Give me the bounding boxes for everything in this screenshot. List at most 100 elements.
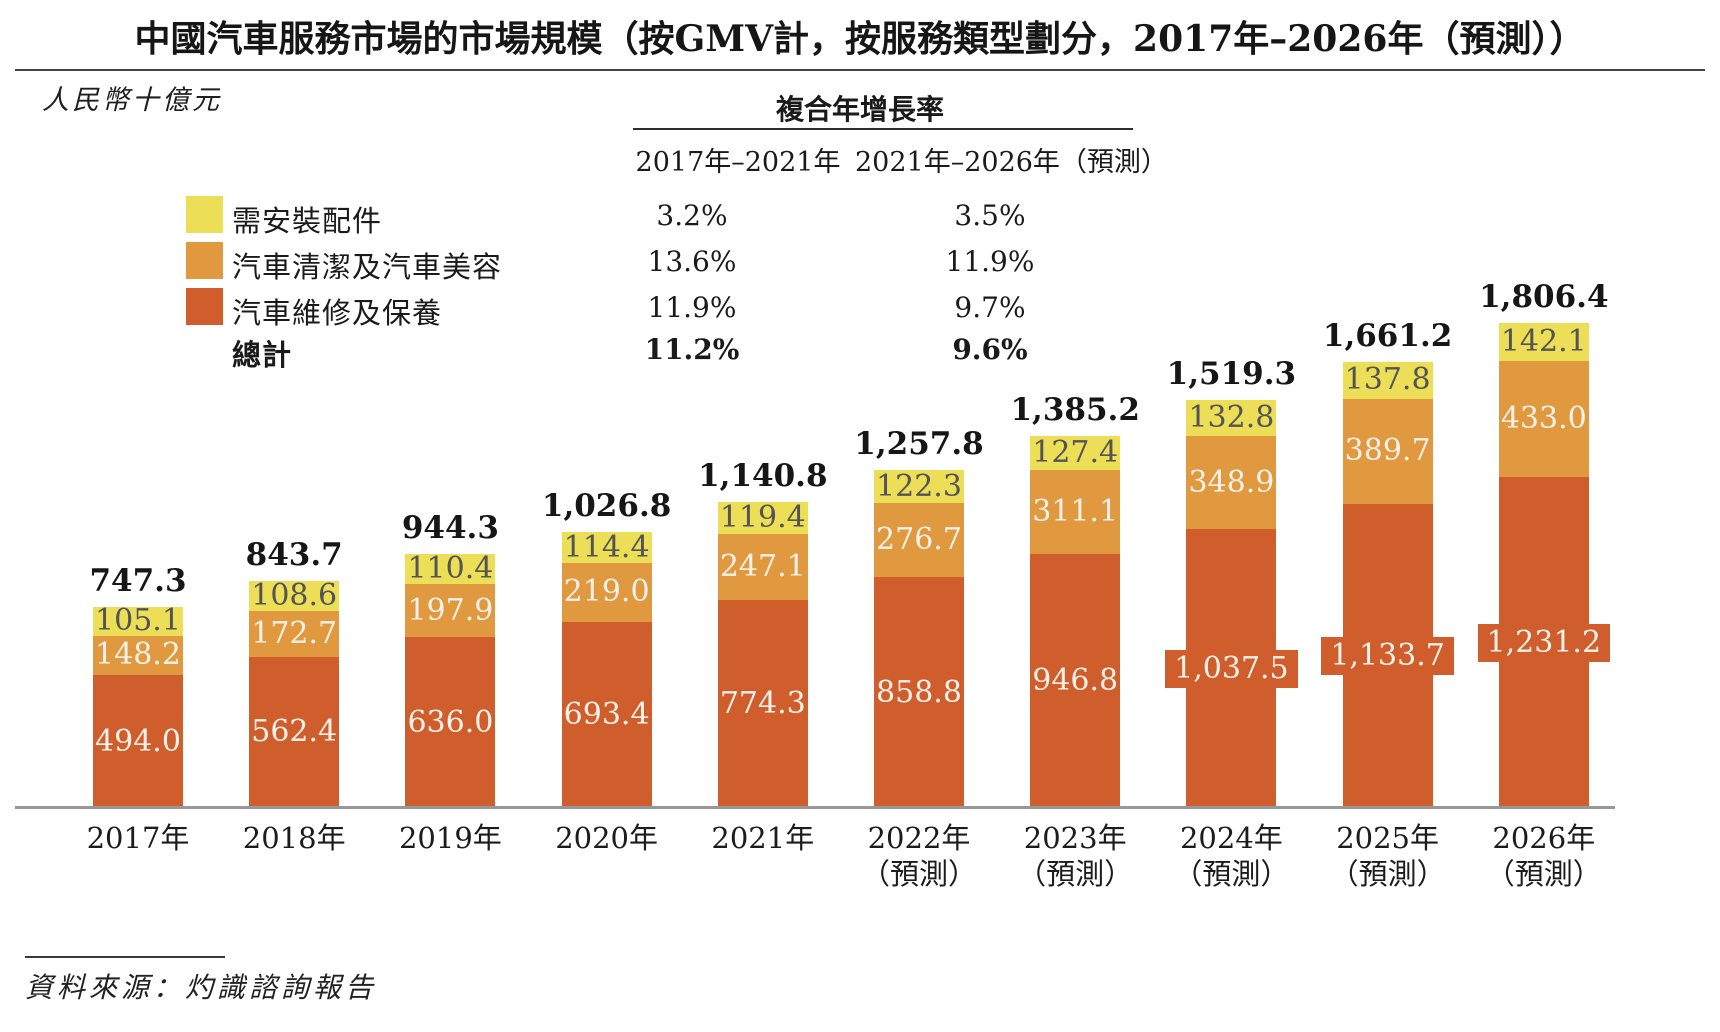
bar-segment-repair: 494.0	[93, 675, 183, 808]
x-axis-label: 2018年	[242, 821, 346, 855]
legend-row-parts: 需安裝配件 3.2% 3.5%	[0, 196, 1720, 238]
bar-total-label: 1,661.2	[1322, 317, 1453, 354]
bar-total-label: 1,385.2	[1010, 392, 1140, 429]
cagr-table-title: 複合年增長率	[775, 93, 944, 126]
source-note: 資料來源：灼識諮詢報告	[25, 971, 378, 1004]
segment-value-label: 148.2	[95, 637, 181, 673]
x-axis-label: 2021年	[711, 821, 815, 855]
bar-segment-parts: 110.4	[405, 551, 496, 587]
x-axis-line	[15, 806, 1615, 809]
segment-value-label: 219.0	[563, 574, 650, 610]
bar-total-label: 1,806.4	[1479, 279, 1609, 316]
bar-total-label: 944.3	[401, 510, 499, 547]
bar-segment-parts: 105.1	[93, 603, 183, 639]
segment-value-label: 132.8	[1188, 399, 1275, 435]
segment-value-label: 1,037.5	[1165, 649, 1298, 688]
segment-value-label: 108.6	[251, 578, 338, 614]
bar-total-label: 1,026.8	[541, 488, 672, 525]
bar-segment-parts: 119.4	[717, 501, 808, 534]
bar-segment-repair: 693.4	[561, 621, 652, 808]
bar-segment-parts: 132.8	[1186, 399, 1277, 436]
x-axis-label: 2019年	[398, 821, 502, 855]
segment-value-label: 105.1	[95, 603, 181, 639]
cagr-value-repair-2: 9.7%	[954, 291, 1026, 324]
segment-value-label: 1,133.7	[1321, 636, 1454, 675]
bar-segment-repair: 562.4	[249, 657, 340, 808]
segment-value-label: 562.4	[251, 714, 338, 750]
bar-segment-parts: 122.3	[874, 468, 964, 504]
bar-segment-repair: 858.8	[874, 577, 964, 808]
x-axis-label: 2026年 （預測）	[1485, 821, 1602, 891]
legend-label-clean: 汽車清潔及汽車美容	[232, 250, 503, 284]
segment-value-label: 494.0	[95, 723, 181, 759]
bar-total-label: 1,257.8	[854, 426, 984, 463]
cagr-value-clean-2: 11.9%	[945, 245, 1035, 278]
segment-value-label: 276.7	[876, 522, 962, 558]
bar-segment-repair: 636.0	[405, 637, 496, 808]
bar-segment-repair: 1,231.2	[1477, 477, 1611, 808]
segment-value-label: 172.7	[251, 615, 338, 651]
legend-swatch-clean	[186, 242, 223, 279]
cagr-col2-header: 2021年–2026年（預測）	[855, 147, 1168, 178]
bar-segment-repair: 946.8	[1030, 553, 1121, 808]
segment-value-label: 122.3	[876, 468, 962, 504]
bar-segment-clean: 433.0	[1498, 361, 1589, 478]
segment-value-label: 348.9	[1188, 464, 1275, 500]
bar-segment-parts: 108.6	[249, 578, 340, 614]
bar-total-label: 1,140.8	[698, 457, 828, 494]
figure-title: 中國汽車服務市場的市場規模（按GMV計，按服務類型劃分，2017年–2026年（…	[134, 18, 1586, 60]
cagr-col1-header: 2017年–2021年	[635, 147, 841, 178]
segment-value-label: 389.7	[1344, 433, 1431, 469]
bar-segment-parts: 114.4	[561, 529, 652, 565]
legend-row-clean: 汽車清潔及汽車美容 13.6% 11.9%	[0, 242, 1720, 284]
bar-segment-repair: 1,133.7	[1321, 503, 1454, 808]
x-axis-label: 2020年	[555, 821, 658, 855]
segment-value-label: 137.8	[1344, 362, 1431, 398]
x-axis-label: 2022年 （預測）	[860, 821, 977, 891]
segment-value-label: 946.8	[1032, 662, 1119, 698]
bar-segment-clean: 247.1	[717, 533, 808, 601]
segment-value-label: 311.1	[1032, 494, 1119, 530]
title-rule	[15, 69, 1705, 71]
cagr-value-repair-1: 11.9%	[647, 291, 737, 324]
bar-total-label: 843.7	[245, 537, 343, 574]
bar-segment-clean: 389.7	[1342, 398, 1433, 504]
x-axis-label: 2023年 （預測）	[1017, 821, 1134, 891]
legend-row-total: 總計 11.2% 9.6%	[0, 330, 1720, 372]
segment-value-label: 197.9	[407, 592, 494, 628]
segment-value-label: 693.4	[563, 696, 650, 732]
bar-segment-clean: 197.9	[405, 584, 496, 638]
bar-total-label: 747.3	[89, 563, 187, 600]
bar-segment-parts: 142.1	[1498, 323, 1589, 362]
cagr-value-parts-1: 3.2%	[656, 199, 728, 232]
legend-swatch-parts	[186, 196, 223, 233]
legend-label-repair: 汽車維修及保養	[232, 296, 443, 330]
segment-value-label: 433.0	[1500, 401, 1587, 437]
cagr-value-clean-1: 13.6%	[647, 245, 737, 278]
bar-segment-clean: 219.0	[561, 563, 652, 622]
segment-value-label: 142.1	[1500, 324, 1587, 360]
bar-segment-clean: 276.7	[874, 503, 964, 578]
bar-segment-clean: 148.2	[93, 635, 183, 676]
segment-value-label: 1,231.2	[1477, 623, 1611, 662]
segment-value-label: 636.0	[407, 704, 494, 740]
segment-value-label: 774.3	[719, 686, 806, 722]
cagr-value-total-1: 11.2%	[644, 333, 740, 366]
bar-segment-repair: 774.3	[717, 600, 808, 808]
bar-segment-clean: 311.1	[1030, 470, 1121, 554]
unit-label: 人民幣十億元	[42, 85, 222, 116]
legend-label-parts: 需安裝配件	[232, 204, 383, 238]
segment-value-label: 858.8	[876, 674, 962, 710]
bar-segment-clean: 172.7	[249, 610, 340, 657]
bar-segment-clean: 348.9	[1186, 435, 1277, 530]
segment-value-label: 114.4	[563, 529, 650, 565]
cagr-value-total-2: 9.6%	[952, 333, 1028, 366]
x-axis-label: 2024年 （預測）	[1173, 821, 1290, 891]
bar-segment-parts: 137.8	[1342, 361, 1433, 399]
bar-total-label: 1,519.3	[1166, 356, 1297, 393]
source-rule	[25, 956, 225, 958]
cagr-table-rule	[633, 128, 1133, 130]
segment-value-label: 110.4	[407, 551, 494, 587]
